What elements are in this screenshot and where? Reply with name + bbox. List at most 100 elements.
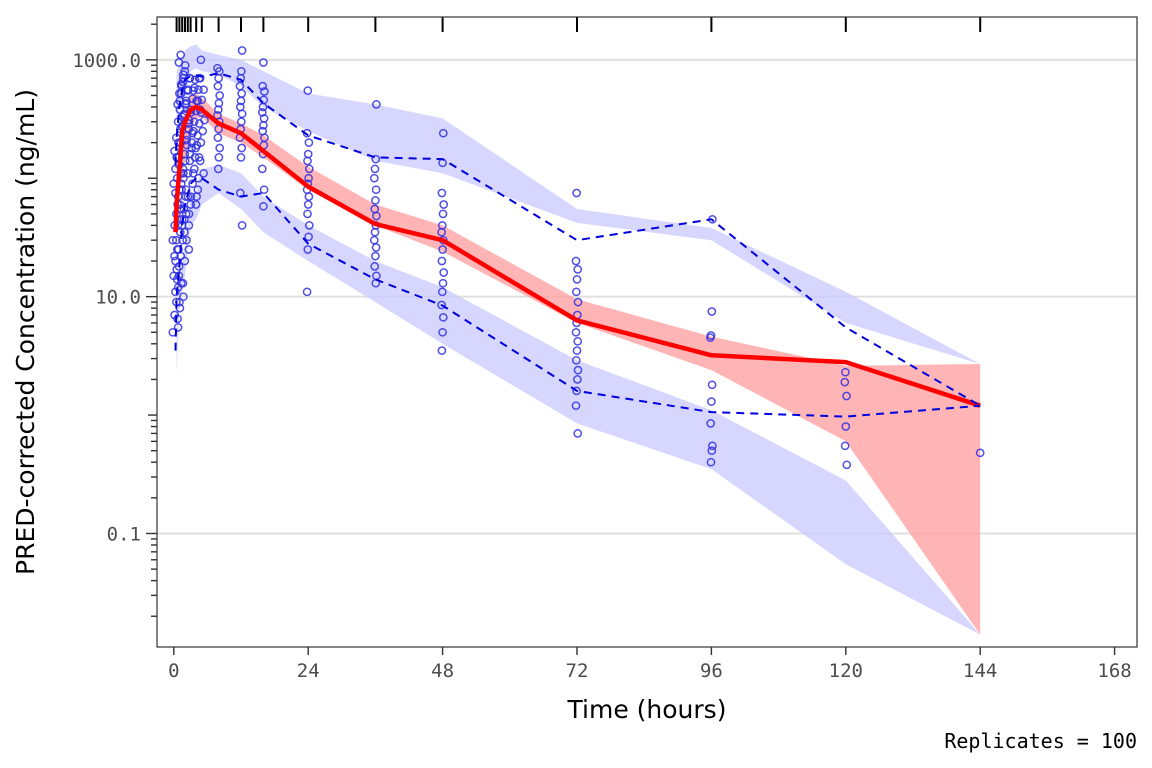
observation-point-11-1 (214, 153, 224, 162)
observation-point-6-0 (184, 221, 194, 230)
observation-point-8-6 (189, 117, 199, 127)
observation-point-16-14 (437, 188, 447, 198)
observation-point-16-1 (438, 327, 447, 337)
observation-point-11-2 (215, 143, 225, 153)
observation-point-15-9 (370, 204, 380, 214)
observation-point-8-9 (188, 86, 198, 95)
observation-point-10-8 (194, 73, 204, 83)
observation-point-10-2 (196, 138, 206, 147)
observation-point-17-1 (571, 401, 581, 411)
x-tick-label-7: 168 (1097, 660, 1131, 682)
observation-point-4-2 (182, 235, 191, 245)
observation-point-19-3 (842, 391, 851, 401)
observation-point-1-0 (173, 323, 183, 332)
observation-point-15-5 (369, 235, 379, 245)
observation-point-18-7 (706, 331, 716, 340)
observation-point-16-2 (438, 312, 448, 322)
observation-point-7-3 (190, 164, 199, 174)
observation-point-7-0 (184, 209, 194, 219)
observation-point-16-7 (437, 256, 447, 266)
replicates-caption: Replicates = 100 (944, 729, 1137, 753)
observation-point-17-0 (573, 429, 583, 438)
observation-point-4-0 (178, 278, 188, 288)
observation-point-17-8 (571, 327, 581, 337)
observation-point-10-9 (196, 55, 206, 65)
observation-point-12-10 (237, 89, 247, 98)
observation-point-8-10 (190, 75, 200, 85)
observation-point-16-5 (438, 278, 448, 288)
x-tick-label-0: 0 (168, 660, 179, 682)
observation-point-9-3 (191, 143, 201, 153)
observation-point-13-1 (259, 185, 269, 195)
observation-point-19-2 (841, 422, 851, 431)
observation-point-13-0 (259, 201, 268, 211)
observation-point-14-5 (303, 200, 313, 209)
x-axis: 0 24 48 72 96 120 144 168 (168, 647, 1132, 682)
observation-point-1-5 (170, 251, 179, 261)
observation-point-17-3 (573, 375, 582, 384)
observation-point-12-11 (235, 81, 245, 91)
observation-point-12-8 (235, 102, 245, 112)
observation-point-16-6 (439, 268, 449, 277)
observation-point-9-0 (192, 192, 201, 201)
observation-point-3-16 (176, 50, 186, 60)
observation-point-10-6 (197, 95, 207, 105)
observation-point-13-2 (257, 164, 267, 174)
x-tick-label-4: 96 (700, 660, 723, 682)
observation-point-9-4 (193, 131, 202, 140)
observation-point-1-2 (171, 287, 180, 297)
observation-point-14-15 (303, 86, 313, 95)
series-line-0 (173, 104, 981, 408)
observation-point-16-13 (439, 200, 449, 209)
observation-point-4-14 (178, 77, 188, 87)
observation-point-5-1 (179, 227, 189, 237)
observation-point-17-14 (573, 265, 583, 274)
observation-point-10-1 (194, 153, 204, 162)
y-axis-title: PRED-corrected Concentration (ng/mL) (11, 89, 40, 575)
observation-point-13-14 (259, 58, 268, 67)
observation-point-18-5 (707, 380, 717, 390)
observation-point-18-0 (706, 457, 716, 467)
observation-point-1-6 (171, 235, 181, 245)
band-pi-lower (176, 164, 981, 635)
observation-point-13-8 (259, 114, 269, 123)
observation-point-11-13 (213, 63, 222, 73)
observation-point-19-1 (840, 441, 850, 451)
y-tick-label-0: 1000.0 (72, 50, 141, 72)
observation-point-16-12 (438, 209, 448, 219)
observation-point-13-6 (258, 126, 268, 136)
observation-point-14-0 (302, 287, 312, 297)
observation-point-15-4 (371, 243, 381, 252)
y-axis: 1000.0 10.0 0.1 (72, 23, 157, 617)
observation-point-15-14 (371, 154, 381, 164)
x-tick-label-3: 72 (566, 660, 589, 682)
observation-point-15-2 (370, 262, 380, 271)
observation-point-12-13 (236, 66, 246, 76)
bin-rug (175, 17, 982, 32)
observation-point-14-6 (304, 192, 314, 201)
observation-point-15-6 (370, 227, 380, 237)
observation-point-18-1 (707, 446, 717, 456)
observation-point-16-0 (437, 346, 447, 355)
x-tick-label-2: 48 (431, 660, 454, 682)
observation-point-2-0 (173, 314, 182, 324)
observation-point-0-7 (168, 235, 178, 245)
observation-point-14-3 (304, 221, 314, 230)
observation-point-5-12 (180, 60, 190, 70)
observation-point-14-13 (304, 138, 314, 147)
observation-point-16-8 (438, 245, 447, 254)
observation-point-17-5 (571, 355, 581, 365)
x-tick-label-1: 24 (297, 660, 320, 682)
observation-point-17-13 (572, 275, 582, 284)
observation-point-17-11 (573, 297, 583, 307)
observation-point-9-7 (192, 96, 201, 106)
observation-point-10-0 (199, 168, 208, 178)
observation-point-11-0 (213, 164, 223, 174)
observation-point-10-3 (198, 126, 208, 136)
observation-point-15-13 (370, 164, 380, 174)
observation-point-19-5 (841, 367, 850, 377)
observation-point-16-11 (437, 221, 447, 230)
observation-point-17-12 (571, 287, 581, 297)
observation-point-6-2 (181, 185, 191, 195)
observation-point-13-12 (260, 87, 269, 96)
